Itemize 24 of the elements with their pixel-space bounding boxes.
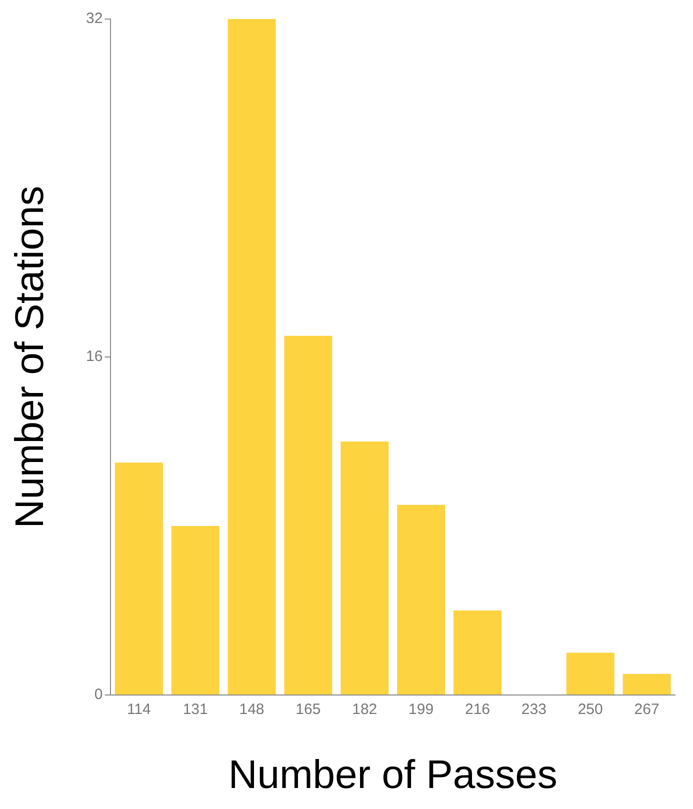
bar [171,526,220,694]
bar [454,610,502,694]
y-axis-title: Number of Stations [8,186,52,528]
x-tick-label: 233 [521,701,546,718]
bar [397,504,446,694]
bar [622,674,671,694]
y-tick-label: 0 [94,686,103,704]
x-tick-label: 114 [126,701,151,718]
x-tick-label: 131 [182,701,208,718]
x-tick-label: 148 [239,701,264,718]
x-axis-title: Number of Passes [228,753,558,798]
bar [566,652,614,694]
bar [340,442,389,694]
bar [284,336,332,694]
x-tick-label: 182 [352,701,378,718]
y-tick-label: 32 [86,10,103,28]
bar [228,19,276,694]
x-tick-label: 165 [296,701,321,718]
x-tick-label: 250 [578,701,603,718]
x-tick-label: 216 [464,701,490,718]
x-tick-label: 199 [408,701,434,718]
x-tick-label: 267 [634,701,660,718]
y-tick-label: 16 [86,348,103,366]
bar [114,462,163,694]
